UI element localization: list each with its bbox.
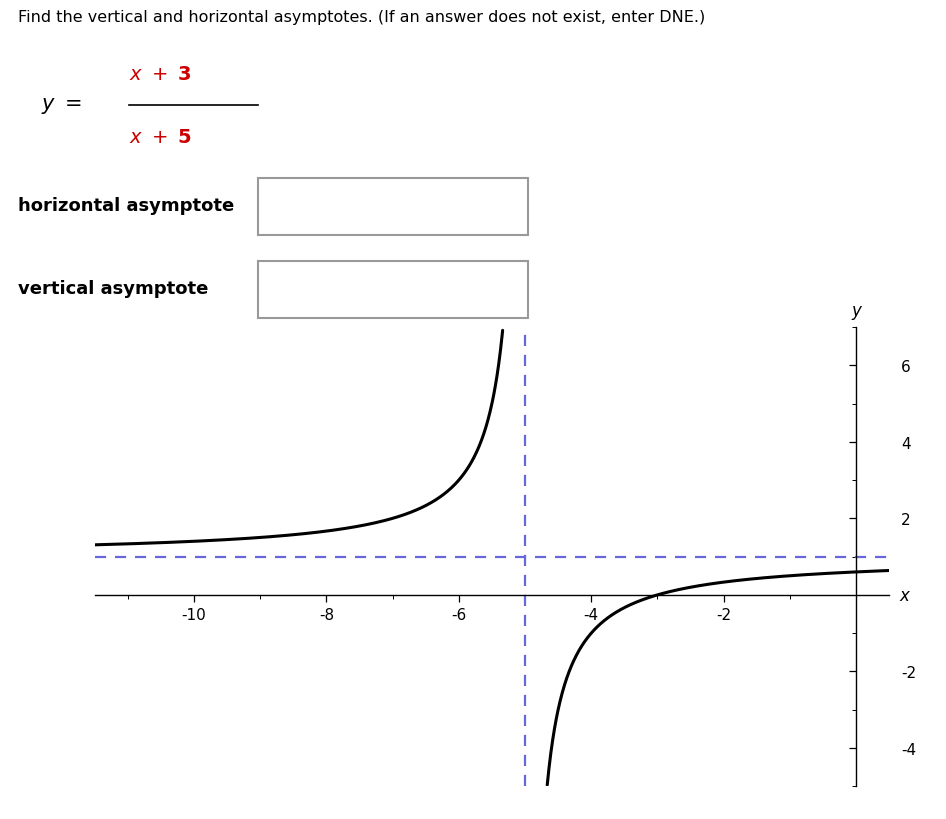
Text: $x\ +\ \mathbf{3}$: $x\ +\ \mathbf{3}$ [129, 66, 192, 84]
Text: Find the vertical and horizontal asymptotes. (If an answer does not exist, enter: Find the vertical and horizontal asympto… [18, 10, 705, 25]
Text: vertical asymptote: vertical asymptote [18, 279, 208, 297]
Text: x: x [899, 586, 909, 604]
Text: y: y [851, 302, 861, 320]
Text: $y\ =$: $y\ =$ [41, 96, 82, 116]
Text: $x\ +\ \mathbf{5}$: $x\ +\ \mathbf{5}$ [129, 128, 192, 147]
Text: horizontal asymptote: horizontal asymptote [18, 197, 234, 215]
FancyBboxPatch shape [258, 262, 528, 319]
FancyBboxPatch shape [258, 179, 528, 236]
